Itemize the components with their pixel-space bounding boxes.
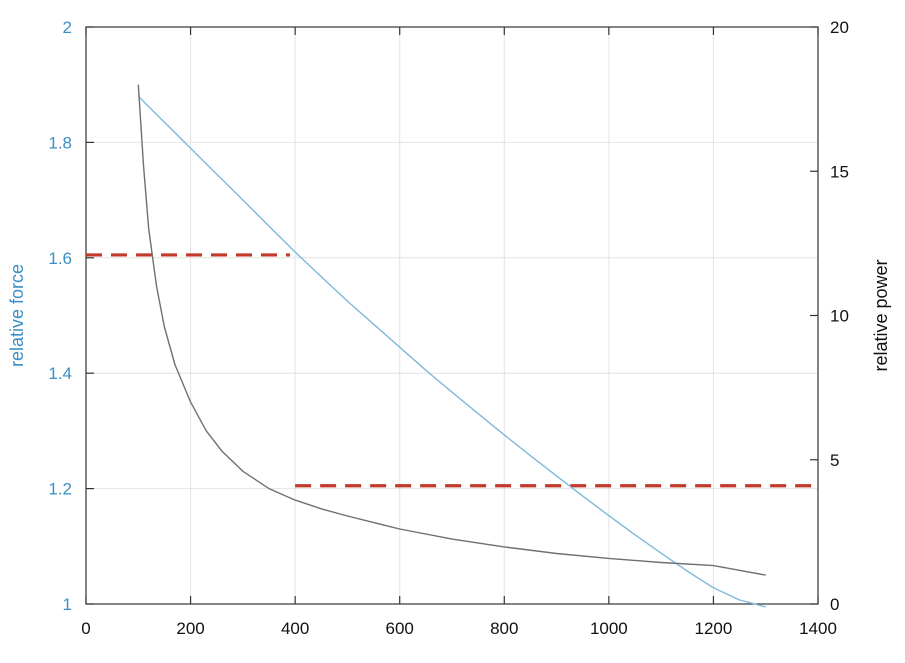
y-right-tick-label: 10: [830, 307, 849, 326]
y-left-tick-label: 1: [63, 595, 72, 614]
ticks: [85, 26, 819, 605]
series-lines: [137, 84, 766, 608]
plot-frame: [85, 26, 819, 605]
x-tick-label: 600: [386, 619, 414, 638]
x-tick-label: 200: [176, 619, 204, 638]
x-tick-label: 400: [281, 619, 309, 638]
series-line-2: [137, 84, 766, 576]
y-left-tick-label: 1.4: [48, 364, 72, 383]
y-left-tick-label: 2: [63, 18, 72, 37]
y-left-tick-label: 1.6: [48, 249, 72, 268]
y-right-tick-label: 0: [830, 595, 839, 614]
x-tick-label: 0: [81, 619, 90, 638]
y-right-tick-label: 15: [830, 162, 849, 181]
y-axis-left-title: relative force: [7, 264, 27, 367]
tick-labels: 0 200 400 600 800 1000 1200 140011.21.41.61.820…: [48, 18, 849, 638]
y-left-tick-label: 1.2: [48, 480, 72, 499]
series-line-1: [137, 95, 766, 608]
x-tick-label: 1400: [799, 619, 837, 638]
x-tick-label: 1200: [695, 619, 733, 638]
y-axis-right-title: relative power: [871, 259, 891, 371]
x-tick-label: 1000: [590, 619, 628, 638]
reference-lines: [86, 253, 818, 488]
y-left-tick-label: 1.8: [48, 133, 72, 152]
grid: [86, 27, 818, 604]
x-tick-label: 800: [490, 619, 518, 638]
y-right-tick-label: 20: [830, 18, 849, 37]
y-right-tick-label: 5: [830, 451, 839, 470]
